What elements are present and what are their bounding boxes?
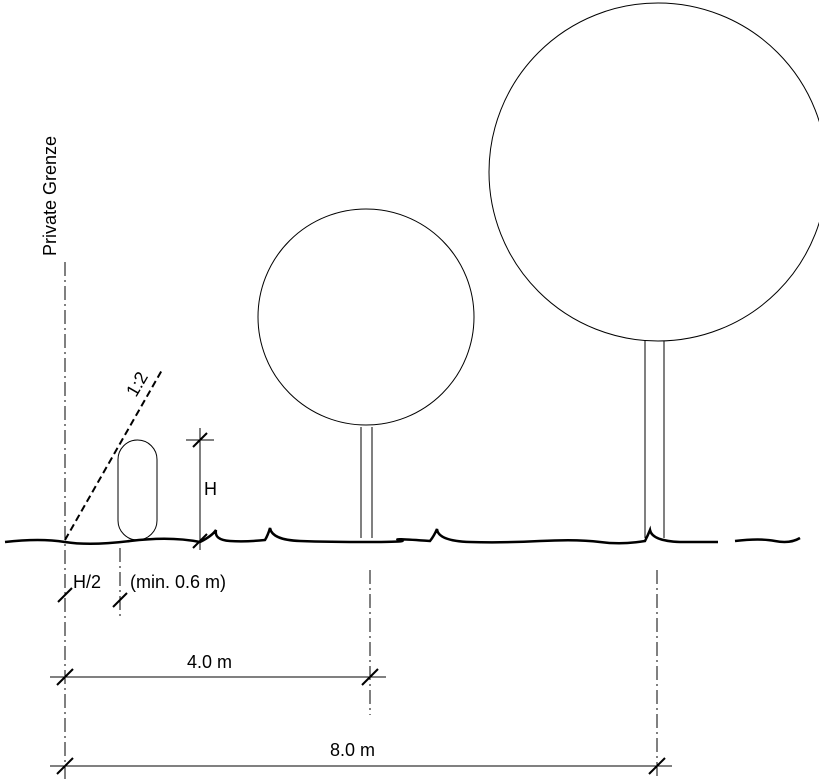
slope-line [64, 369, 163, 541]
half-height-label: H/2 [73, 572, 101, 592]
boundary-label: Private Grenze [40, 136, 60, 256]
dimension-tick [56, 668, 74, 686]
tree-crown [488, 2, 819, 342]
dimension-tick [192, 533, 208, 549]
minimum-label: (min. 0.6 m) [130, 572, 226, 592]
dimension-tick [112, 592, 128, 608]
large-tree-distance: 8.0 m [330, 740, 375, 760]
dimension-tick [361, 668, 379, 686]
hedge [117, 439, 158, 541]
dimension-tick [56, 757, 74, 775]
ground-line [734, 536, 801, 544]
dimension-tick [648, 757, 666, 775]
dimension-tick [57, 587, 73, 603]
dimension-tick [192, 432, 208, 448]
hedge-height-label: H [204, 479, 217, 499]
small-tree-distance: 4.0 m [187, 652, 232, 672]
tree-crown [257, 208, 475, 426]
